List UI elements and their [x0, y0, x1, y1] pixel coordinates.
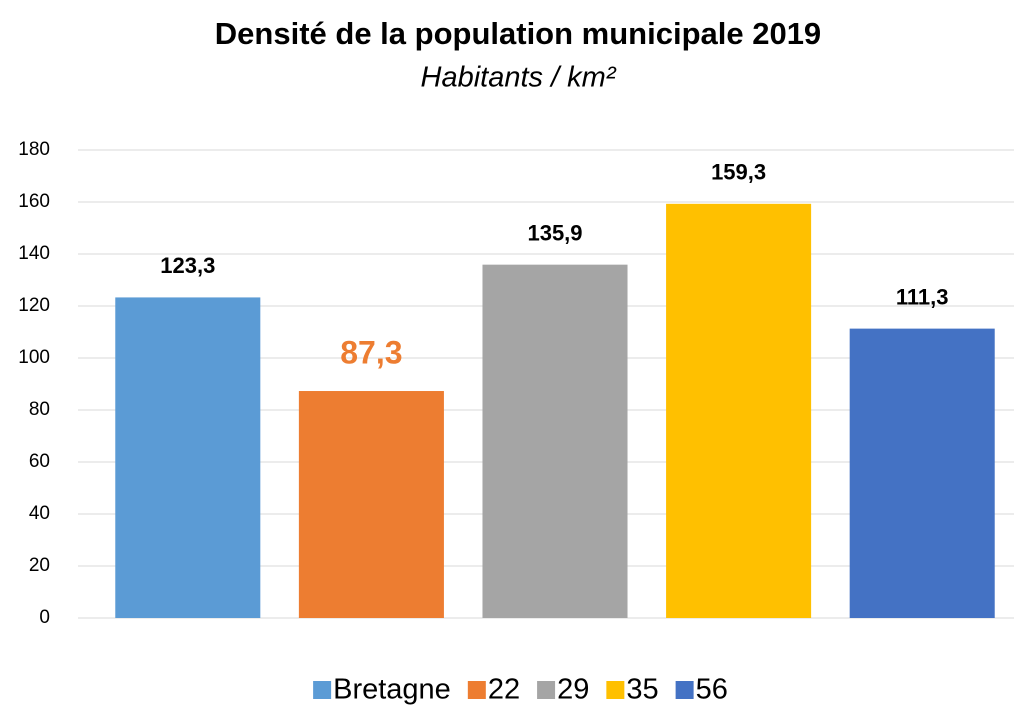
value-label: 135,9 [527, 220, 582, 245]
legend-label: Bretagne [333, 674, 451, 706]
y-tick-label: 180 [18, 139, 50, 160]
legend-swatch [675, 681, 694, 699]
bar [482, 264, 628, 618]
value-label: 123,3 [160, 253, 215, 278]
chart-subtitle: Habitants / km² [421, 62, 617, 94]
legend-label: 35 [626, 674, 658, 706]
bar [666, 203, 812, 618]
legend-label: 56 [696, 674, 728, 706]
legend-label: 29 [557, 674, 589, 706]
value-label: 111,3 [896, 284, 949, 309]
chart-title: Densité de la population municipale 2019 [215, 16, 821, 51]
legend-swatch [537, 681, 556, 699]
y-tick-label: 20 [29, 555, 50, 576]
bar [849, 328, 995, 618]
y-tick-label: 120 [18, 295, 50, 316]
value-label: 87,3 [340, 334, 402, 370]
legend-swatch [313, 681, 332, 699]
y-tick-label: 60 [29, 451, 50, 472]
bar [298, 391, 444, 618]
y-tick-label: 40 [29, 503, 50, 524]
y-tick-label: 160 [18, 191, 50, 212]
y-tick-label: 100 [18, 347, 50, 368]
bar [115, 297, 261, 618]
y-tick-label: 140 [18, 243, 50, 264]
y-tick-label: 80 [29, 399, 50, 420]
legend-swatch [606, 681, 625, 699]
legend-swatch [467, 681, 486, 699]
y-tick-label: 0 [39, 607, 50, 628]
legend-label: 22 [488, 674, 520, 706]
value-label: 159,3 [711, 160, 766, 185]
